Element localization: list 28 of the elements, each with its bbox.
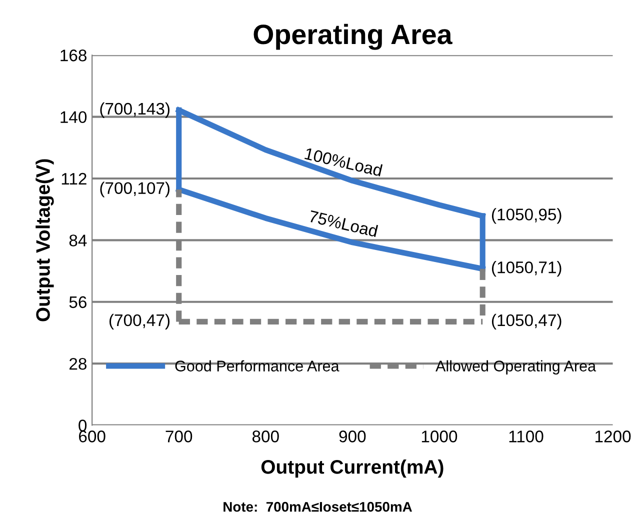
annotation: (700,47)	[109, 314, 170, 330]
y-tick-label: 112	[62, 172, 86, 185]
annotation: (700,107)	[100, 182, 170, 198]
x-tick-label: 1200	[596, 430, 631, 442]
legend-label: Allowed Operating Area	[436, 360, 596, 374]
x-tick-label: 800	[252, 430, 279, 442]
x-tick-label: 700	[166, 430, 192, 442]
y-tick-label: 84	[69, 234, 87, 246]
text: Note: 700mA≤Ioset≤1050mA	[224, 502, 412, 512]
annotation: 100%Load	[304, 147, 383, 176]
x-tick-label: 900	[339, 430, 366, 442]
y-tick-label: 28	[70, 358, 86, 370]
annotation: (1050,95)	[492, 208, 562, 224]
x-axis-title: Output Current(mA)	[261, 460, 444, 478]
x-tick-label: 1000	[422, 430, 458, 442]
x-tick-label: 600	[79, 430, 106, 442]
annotation: (700,143)	[100, 102, 170, 118]
y-tick-label: 0	[78, 420, 87, 432]
y-tick-label: 140	[60, 111, 87, 124]
annotation: (1050,47)	[492, 314, 562, 330]
annotation: (1050,71)	[492, 261, 562, 277]
x-tick-label: 1100	[509, 430, 544, 442]
chart-title: Operating Area	[254, 24, 452, 50]
y-tick-label: 168	[60, 50, 86, 62]
legend-label: Good Performance Area	[175, 360, 340, 372]
y-tick-label: 56	[69, 296, 86, 308]
annotation: 75%Load	[308, 210, 378, 238]
y-axis-title: Output Voltage(V)	[36, 159, 54, 322]
